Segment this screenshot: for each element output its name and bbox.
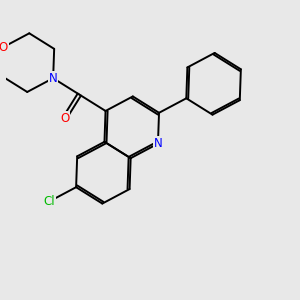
Text: Cl: Cl [43, 195, 55, 208]
Text: N: N [154, 137, 162, 150]
Text: O: O [0, 40, 8, 54]
Text: N: N [49, 72, 58, 85]
Text: O: O [60, 112, 69, 124]
